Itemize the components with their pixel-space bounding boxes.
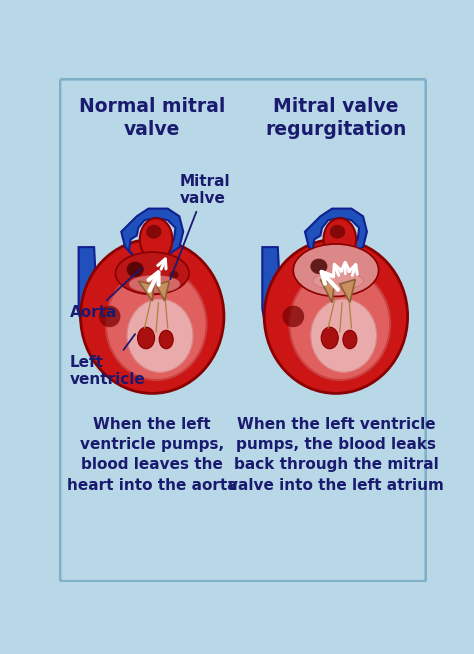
- Polygon shape: [175, 286, 199, 370]
- Ellipse shape: [146, 225, 162, 239]
- Polygon shape: [121, 209, 183, 255]
- Ellipse shape: [137, 327, 155, 349]
- Polygon shape: [359, 286, 383, 370]
- Ellipse shape: [330, 225, 345, 239]
- Text: Normal mitral
valve: Normal mitral valve: [79, 97, 226, 139]
- Ellipse shape: [321, 327, 338, 349]
- Ellipse shape: [290, 268, 390, 380]
- Ellipse shape: [283, 305, 304, 327]
- Ellipse shape: [169, 271, 179, 279]
- Text: Mitral valve
regurgitation: Mitral valve regurgitation: [265, 97, 407, 139]
- Ellipse shape: [116, 252, 189, 294]
- Polygon shape: [138, 281, 154, 301]
- Ellipse shape: [264, 239, 408, 394]
- Polygon shape: [79, 247, 109, 355]
- Ellipse shape: [313, 273, 364, 290]
- Polygon shape: [156, 281, 169, 301]
- Ellipse shape: [159, 330, 173, 349]
- Ellipse shape: [81, 239, 224, 394]
- Ellipse shape: [129, 275, 180, 292]
- Polygon shape: [305, 209, 367, 255]
- Ellipse shape: [343, 330, 357, 349]
- Ellipse shape: [127, 299, 193, 372]
- Polygon shape: [340, 279, 356, 303]
- Ellipse shape: [324, 218, 356, 260]
- Text: Left
ventricle: Left ventricle: [70, 334, 146, 387]
- Ellipse shape: [293, 244, 379, 296]
- FancyBboxPatch shape: [60, 79, 426, 581]
- Text: Mitral
valve: Mitral valve: [170, 174, 230, 279]
- Polygon shape: [262, 247, 293, 355]
- Ellipse shape: [140, 218, 173, 260]
- Text: When the left
ventricle pumps,
blood leaves the
heart into the aorta: When the left ventricle pumps, blood lea…: [67, 417, 237, 492]
- Ellipse shape: [310, 259, 328, 274]
- Ellipse shape: [127, 262, 144, 277]
- Ellipse shape: [106, 268, 207, 380]
- Ellipse shape: [311, 299, 377, 372]
- Polygon shape: [320, 279, 334, 303]
- Text: Aorta: Aorta: [70, 268, 141, 320]
- Text: When the left ventricle
pumps, the blood leaks
back through the mitral
valve int: When the left ventricle pumps, the blood…: [228, 417, 444, 492]
- Ellipse shape: [99, 305, 120, 327]
- Text: Left
atrium: Left atrium: [0, 653, 1, 654]
